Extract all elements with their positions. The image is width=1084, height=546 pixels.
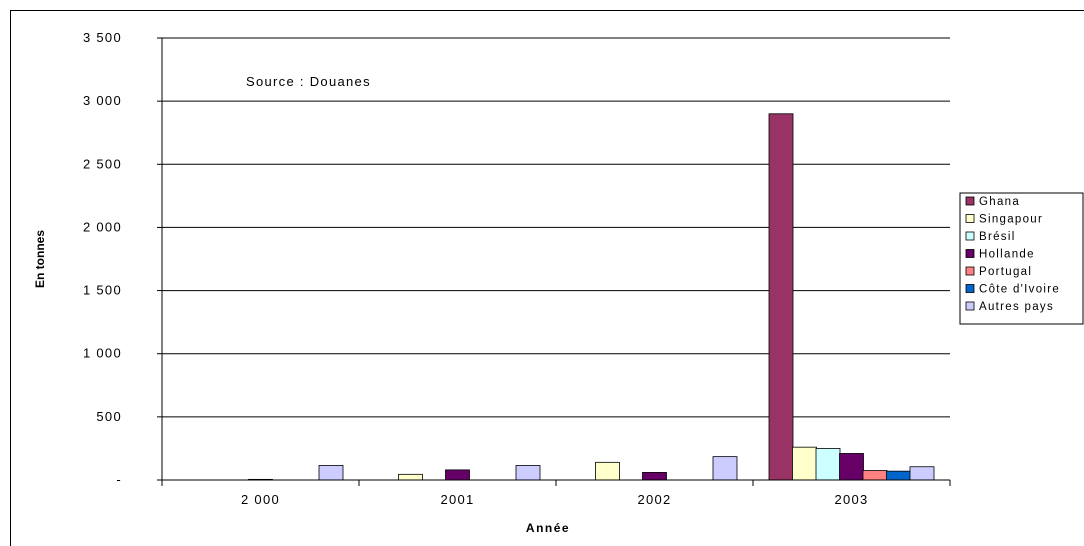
legend-swatch [965,249,975,258]
legend-box [959,192,1084,325]
bar-portugal-3 [862,470,888,481]
bar-singapour-2 [595,461,620,481]
legend-label: Ghana [979,196,1020,208]
legend-label: Singapour [979,214,1043,226]
legend-label: Portugal [979,266,1032,278]
bar-br-sil-3 [815,448,841,481]
legend-swatch [965,284,975,293]
legend-swatch [965,266,975,276]
legend: Ghana Singapour Brésil Hollande Portugal Côte… [959,192,1084,325]
legend-swatch [965,231,975,241]
bar-hollande-3 [839,453,864,481]
legend-label: Hollande [979,249,1035,261]
legend-swatch [965,196,975,206]
legend-swatch [965,214,975,223]
bar-singapour-3 [792,446,817,481]
bar-singapour-1 [398,473,423,481]
bar-autres-pays-2 [712,456,738,481]
y-tick-label: - [116,472,122,487]
x-tick-label: 2002 [637,492,671,507]
source-annotation: Source : Douanes [246,74,371,89]
legend-label: Côte d'Ivoire [979,284,1060,296]
legend-label: Brésil [979,231,1016,243]
bars [248,113,935,481]
x-tick-labels: 2 000 2001 2002 2003 [241,492,868,507]
y-tick-labels: - 500 1 000 1 500 2 000 2 500 3 000 3 500 [83,30,122,487]
axes [157,37,951,486]
y-tick-label: 2 000 [83,219,122,234]
bar-hollande-2 [642,472,667,481]
y-tick-label: 2 500 [83,156,122,171]
bar-ghana-3 [768,113,794,481]
x-tick-label: 2 000 [241,492,280,507]
y-tick-label: 3 000 [83,93,122,108]
y-tick-label: 3 500 [83,30,122,45]
bar-autres-pays-0 [318,465,344,481]
x-tick-label: 2003 [834,492,868,507]
x-tick-label: 2001 [440,492,474,507]
legend-label: Autres pays [979,301,1054,313]
x-axis-title: Année [526,521,570,535]
y-axis-title: En tonnes [33,230,47,288]
bar-autres-pays-3 [909,466,935,481]
y-tick-label: 1 500 [83,283,122,298]
y-tick-label: 500 [96,409,122,424]
y-tick-label: 1 000 [83,346,122,361]
bar-autres-pays-1 [515,465,541,481]
bar-c-te-d-ivoire-3 [886,470,911,481]
chart-frame [10,10,1084,546]
gridlines [162,37,950,418]
legend-swatch [965,301,975,311]
bar-hollande-1 [445,469,470,481]
